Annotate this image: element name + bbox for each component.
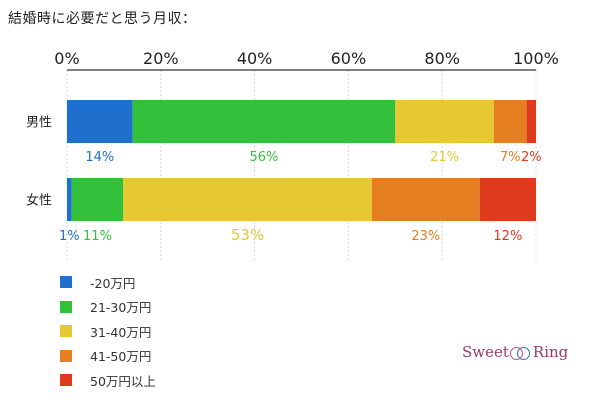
legend-label-under-20: -20万円 <box>90 275 136 291</box>
bar-segment <box>371 178 480 221</box>
data-label: 53% <box>231 226 264 244</box>
data-label: 56% <box>250 150 279 165</box>
bar-segment <box>526 100 536 143</box>
bar-segment <box>395 100 494 143</box>
x-tick-label: 80% <box>424 49 460 68</box>
chart-title: 結婚時に必要だと思う月収： <box>8 11 197 27</box>
logo-text-left: Sweet <box>462 343 509 361</box>
legend-item-under-20: -20万円 <box>60 270 156 295</box>
x-tick-label: 100% <box>513 49 559 68</box>
data-label: 1% <box>59 229 80 244</box>
bar-segment <box>67 178 72 221</box>
legend-label-21-30: 21-30万円 <box>90 300 152 316</box>
legend-swatch-21-30 <box>60 300 72 313</box>
legend-swatch-31-40 <box>60 325 72 338</box>
rings-icon <box>509 344 532 360</box>
legend-label-31-40: 31-40万円 <box>90 324 152 340</box>
data-label: 7% <box>500 150 521 165</box>
legend-item-31-40: 31-40万円 <box>60 319 156 344</box>
legend-item-21-30: 21-30万円 <box>60 295 156 320</box>
sweet-ring-logo: Sweet Ring <box>462 343 568 361</box>
bar-segment <box>479 178 536 221</box>
x-tick-label: 0% <box>54 49 79 68</box>
data-label: 21% <box>430 150 459 165</box>
legend-swatch-under-20 <box>60 276 72 289</box>
x-tick-label: 20% <box>143 49 179 68</box>
bar-segment <box>71 178 124 221</box>
data-label: 14% <box>85 150 114 165</box>
legend-swatch-41-50 <box>60 349 72 362</box>
x-tick-label: 60% <box>331 49 367 68</box>
data-label: 2% <box>521 150 542 165</box>
legend-swatch-over-50 <box>60 374 72 387</box>
legend: -20万円 21-30万円 31-40万円 41-50万円 50万円以上 <box>60 270 156 393</box>
legend-label-over-50: 50万円以上 <box>90 373 156 389</box>
bar-segment <box>67 100 133 143</box>
bar-segment <box>493 100 527 143</box>
data-label: 11% <box>83 229 112 244</box>
x-tick-label: 40% <box>237 49 273 68</box>
legend-item-over-50: 50万円以上 <box>60 368 156 393</box>
bar-segment <box>123 178 372 221</box>
category-label: 女性 <box>26 193 52 209</box>
legend-item-41-50: 41-50万円 <box>60 344 156 369</box>
data-label: 12% <box>493 229 522 244</box>
data-label: 23% <box>411 229 440 244</box>
category-label: 男性 <box>26 116 52 131</box>
logo-text-right: Ring <box>532 343 569 361</box>
legend-label-41-50: 41-50万円 <box>90 349 152 365</box>
bar-segment <box>132 100 396 143</box>
